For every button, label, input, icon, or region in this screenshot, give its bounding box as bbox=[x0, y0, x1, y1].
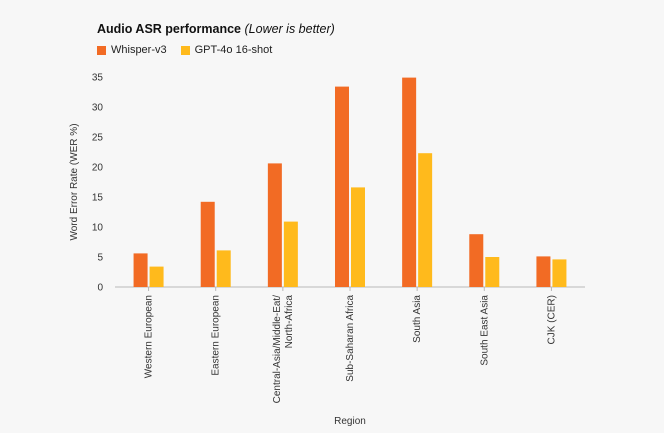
x-tick-label: North-Africa bbox=[284, 295, 295, 349]
bar-gpt4o bbox=[418, 153, 433, 287]
bar-whisper bbox=[469, 234, 484, 287]
x-tick-label: Sub-Saharan Africa bbox=[345, 295, 356, 382]
x-axis-title: Region bbox=[334, 416, 366, 427]
legend-item-whisper: Whisper-v3 bbox=[97, 44, 167, 56]
legend-label-whisper: Whisper-v3 bbox=[111, 44, 167, 56]
x-tick-label: South East Asia bbox=[479, 295, 490, 366]
y-tick-label: 10 bbox=[92, 223, 104, 234]
legend-swatch-gpt4o bbox=[180, 45, 190, 55]
chart-title: Audio ASR performance (Lower is better) bbox=[97, 22, 335, 36]
bar-gpt4o bbox=[149, 266, 164, 287]
legend-swatch-whisper bbox=[97, 45, 106, 55]
x-tick-label: CJK (CER) bbox=[546, 295, 557, 344]
legend: Whisper-v3 GPT-4o 16-shot bbox=[97, 44, 286, 56]
bar-whisper bbox=[267, 163, 282, 287]
y-tick-label: 30 bbox=[92, 103, 104, 114]
bar-whisper bbox=[200, 201, 215, 287]
y-tick-label: 25 bbox=[92, 133, 104, 144]
bar-gpt4o bbox=[351, 187, 365, 287]
y-tick-label: 20 bbox=[92, 163, 104, 174]
x-tick-label: Western European bbox=[144, 295, 155, 378]
y-axis-title: Word Error Rate (WER %) bbox=[69, 123, 80, 240]
legend-item-gpt4o: GPT-4o 16-shot bbox=[180, 44, 273, 56]
bar-whisper bbox=[335, 86, 349, 287]
bar-gpt4o bbox=[216, 250, 231, 287]
x-tick-label: Eastern European bbox=[211, 295, 222, 376]
y-tick-label: 35 bbox=[92, 73, 104, 84]
legend-label-gpt4o: GPT-4o 16-shot bbox=[194, 44, 273, 56]
x-tick-label: South Asia bbox=[412, 295, 423, 343]
y-tick-label: 5 bbox=[97, 253, 103, 264]
y-tick-label: 15 bbox=[92, 193, 104, 204]
bar-whisper bbox=[133, 253, 148, 287]
bar-gpt4o bbox=[485, 257, 500, 287]
y-tick-label: 0 bbox=[97, 283, 103, 294]
chart-title-main: Audio ASR performance bbox=[97, 22, 242, 36]
bar-gpt4o bbox=[283, 221, 298, 287]
x-tick-label: Central-Asia/Middle-Eat/ bbox=[272, 295, 283, 404]
bar-whisper bbox=[402, 77, 417, 287]
bar-gpt4o bbox=[552, 259, 567, 287]
chart-subtitle: (Lower is better) bbox=[244, 22, 335, 36]
bar-whisper bbox=[536, 256, 551, 287]
